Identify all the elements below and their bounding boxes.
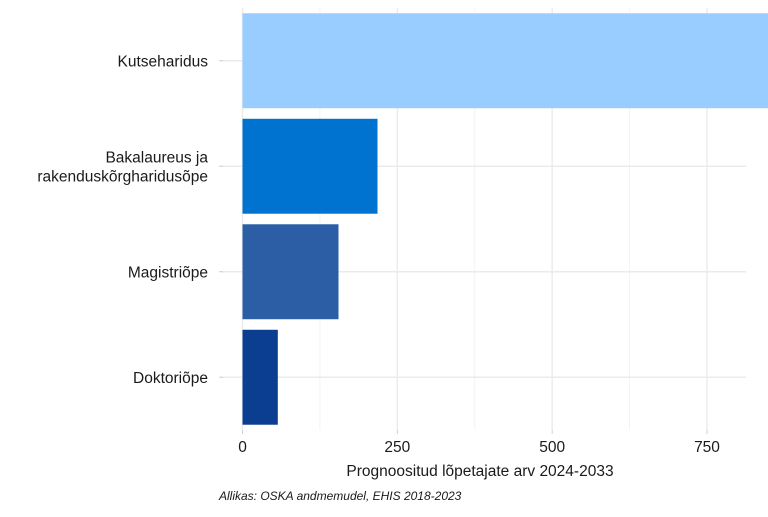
x-tick-label: 750 [694, 439, 720, 456]
x-axis-ticks: 0 250 500 750 [238, 430, 720, 456]
bar [243, 119, 378, 214]
x-axis-title: Prognoositud lõpetajate arv 2024-2033 [346, 463, 613, 480]
category-label: Magistriõpe [128, 264, 208, 281]
category-label: Bakalaureus ja rakenduskõrgharidusõpe [37, 149, 208, 185]
bar [243, 13, 768, 108]
category-label-line: Kutseharidus [118, 53, 209, 70]
source-caption: Allikas: OSKA andmemudel, EHIS 2018-2023 [218, 489, 462, 503]
category-labels: Kutseharidus Bakalaureus ja rakenduskõrgha… [37, 53, 223, 387]
category-label: Kutseharidus [118, 53, 209, 70]
category-label-line: rakenduskõrgharidusõpe [37, 168, 208, 185]
category-label-line: Doktoriõpe [133, 370, 208, 387]
bar [243, 330, 278, 425]
x-tick-label: 250 [384, 439, 410, 456]
bars [243, 13, 768, 424]
category-label-line: Magistriõpe [128, 264, 208, 281]
category-label: Doktoriõpe [133, 370, 208, 387]
category-label-line: Bakalaureus ja [105, 149, 208, 166]
x-tick-label: 0 [238, 439, 247, 456]
bar [243, 224, 339, 319]
x-tick-label: 500 [539, 439, 565, 456]
